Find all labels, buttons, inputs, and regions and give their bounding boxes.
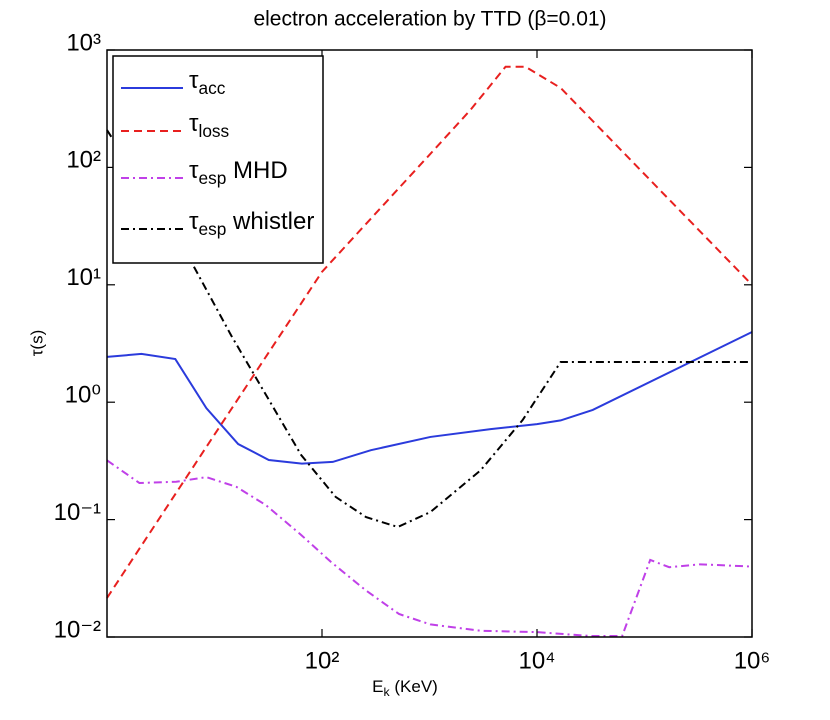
y-tick-label: 10¹ bbox=[66, 264, 101, 291]
y-axis-label: τ(s) bbox=[27, 330, 46, 357]
y-tick-label: 10³ bbox=[66, 29, 101, 56]
legend-box bbox=[112, 55, 324, 264]
y-tick-label: 10² bbox=[66, 147, 101, 174]
legend-label: τesp whistler bbox=[189, 208, 314, 238]
legend-label: τacc bbox=[189, 67, 226, 97]
x-tick-label: 10² bbox=[305, 647, 340, 674]
series-line bbox=[106, 129, 752, 529]
legend-label: τloss bbox=[189, 110, 230, 140]
x-tick-label: 10⁴ bbox=[518, 647, 555, 674]
x-axis-label: Ek (KeV) bbox=[372, 677, 438, 699]
series-line bbox=[106, 65, 753, 599]
y-tick-label: 10⁻¹ bbox=[54, 499, 101, 526]
series-line bbox=[106, 331, 753, 465]
axes-frame bbox=[106, 49, 753, 638]
chart-title: electron acceleration by TTD (β=0.01) bbox=[253, 8, 606, 31]
x-tick-label: 10⁶ bbox=[734, 647, 771, 674]
legend-label: τesp MHD bbox=[189, 157, 288, 187]
series-line bbox=[106, 459, 753, 637]
y-tick-label: 10⁻² bbox=[54, 616, 101, 643]
y-tick-label: 10⁰ bbox=[65, 382, 101, 409]
